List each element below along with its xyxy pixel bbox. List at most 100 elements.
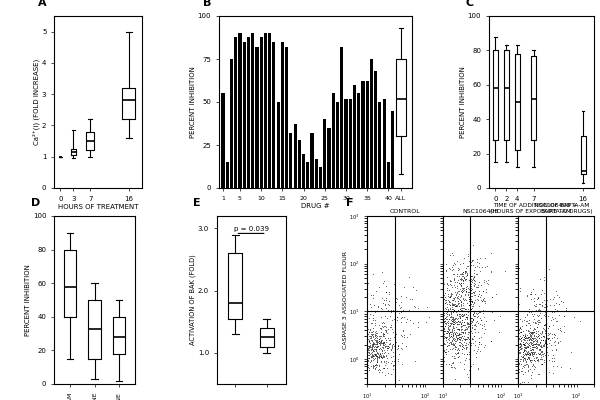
Point xyxy=(383,301,392,308)
Point xyxy=(487,308,497,315)
Point xyxy=(365,332,375,339)
Point xyxy=(514,347,524,354)
Point xyxy=(384,289,394,295)
Point xyxy=(442,260,451,267)
Point xyxy=(526,325,535,332)
Point xyxy=(560,323,569,329)
Point xyxy=(466,318,476,324)
Point xyxy=(538,287,547,293)
Point xyxy=(524,351,533,357)
Point xyxy=(364,329,374,336)
Point xyxy=(373,342,383,349)
Point xyxy=(445,299,454,305)
Point xyxy=(455,303,464,309)
Text: E: E xyxy=(193,198,200,208)
Bar xyxy=(349,98,352,188)
Point xyxy=(550,306,560,312)
Point xyxy=(363,352,373,358)
Point xyxy=(363,345,373,352)
Point xyxy=(461,288,471,294)
Point xyxy=(381,304,391,311)
Point xyxy=(537,360,547,367)
Point xyxy=(398,327,407,333)
Point xyxy=(517,368,526,374)
Point xyxy=(529,366,539,372)
Point xyxy=(461,314,471,320)
Point xyxy=(452,332,461,338)
Point xyxy=(521,350,530,357)
Point xyxy=(443,308,453,314)
Point xyxy=(366,344,376,350)
Point xyxy=(450,308,460,314)
Point xyxy=(439,316,448,322)
Point xyxy=(452,302,462,309)
Point xyxy=(481,326,490,332)
Point xyxy=(380,341,389,348)
Point xyxy=(395,308,405,314)
Point xyxy=(469,347,478,353)
Point xyxy=(439,281,449,287)
Point xyxy=(520,351,529,358)
Point xyxy=(549,331,559,337)
Point xyxy=(444,294,454,300)
Point xyxy=(460,296,470,302)
Point xyxy=(551,300,561,306)
Point xyxy=(368,325,377,332)
Point xyxy=(364,343,374,350)
Point xyxy=(369,341,379,347)
Point xyxy=(466,320,476,326)
Point xyxy=(475,268,484,274)
Point xyxy=(446,291,456,297)
Point xyxy=(516,335,526,341)
Point xyxy=(472,283,481,290)
Point xyxy=(468,310,478,317)
Point xyxy=(466,323,475,330)
Point xyxy=(521,339,530,346)
Point xyxy=(531,354,541,361)
Point xyxy=(514,341,524,347)
Point xyxy=(527,357,536,363)
Point xyxy=(404,307,413,313)
Point xyxy=(450,343,460,349)
Point xyxy=(445,322,454,328)
Point xyxy=(444,336,454,343)
Point xyxy=(442,346,451,352)
Point xyxy=(538,332,548,339)
Point xyxy=(454,334,464,340)
Point xyxy=(469,276,479,283)
Point xyxy=(367,328,376,335)
Point xyxy=(459,360,469,367)
Point xyxy=(368,341,378,348)
Point xyxy=(520,331,530,338)
Point xyxy=(379,320,388,326)
Point xyxy=(476,334,485,340)
Point xyxy=(528,338,538,344)
Point xyxy=(520,336,529,342)
Point xyxy=(529,363,539,370)
Point xyxy=(448,336,458,342)
Point xyxy=(451,302,460,309)
Point xyxy=(370,302,379,308)
Point xyxy=(466,287,476,293)
Point xyxy=(371,364,381,370)
Point xyxy=(452,330,461,336)
Point xyxy=(524,334,533,340)
Point xyxy=(458,288,468,294)
Point xyxy=(365,358,375,365)
Point xyxy=(459,310,469,317)
Point xyxy=(457,270,467,277)
Point xyxy=(463,325,472,332)
Point xyxy=(446,314,455,320)
Point xyxy=(439,340,449,346)
Point xyxy=(386,360,396,366)
Point xyxy=(451,343,461,350)
Point xyxy=(538,351,548,357)
Point xyxy=(376,335,385,341)
Point xyxy=(449,275,459,281)
Point xyxy=(518,332,527,338)
Point xyxy=(443,329,453,336)
Point xyxy=(481,278,491,284)
Point xyxy=(530,291,539,297)
Point xyxy=(457,329,466,335)
Point xyxy=(445,302,454,308)
